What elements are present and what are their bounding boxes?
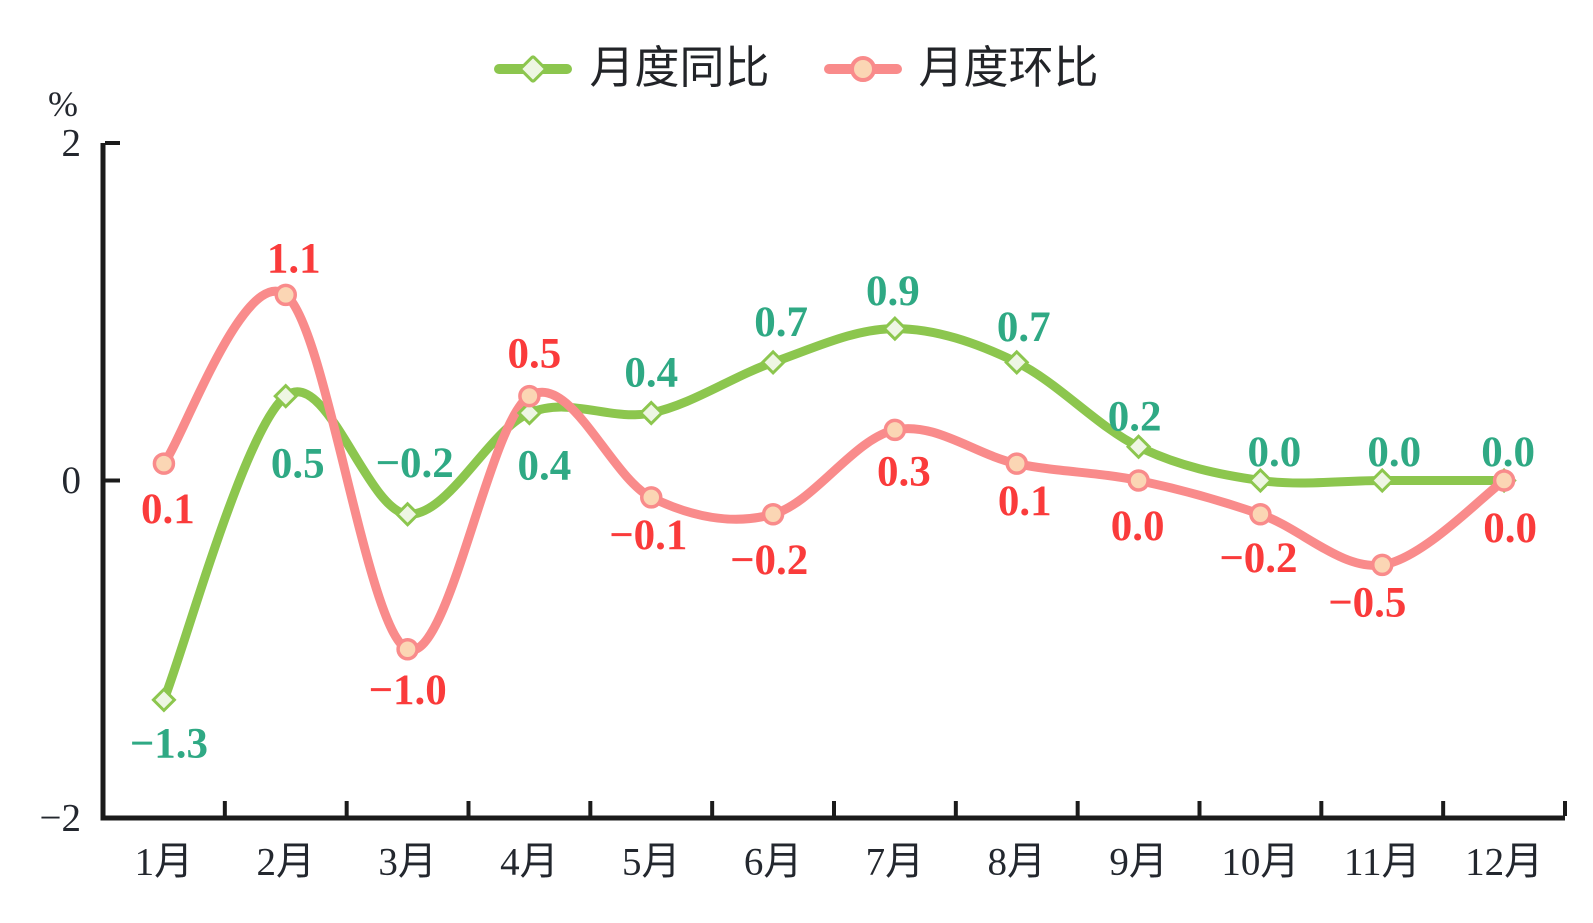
data-point-marker: [396, 638, 419, 661]
data-point-marker: [1492, 469, 1516, 492]
data-point-marker: [1249, 503, 1272, 526]
data-point-marker: [516, 400, 543, 426]
value-label: 0.0: [1111, 503, 1165, 550]
legend-label-yoy: 月度同比: [589, 43, 770, 93]
data-point-marker: [882, 316, 908, 342]
y-axis-unit-label: %: [48, 84, 78, 124]
value-label: 0.4: [624, 350, 678, 397]
value-label: 0.1: [998, 478, 1052, 525]
value-label: 0.5: [271, 441, 325, 488]
value-label: −0.5: [1328, 579, 1406, 626]
x-axis-label: 9月: [1109, 841, 1168, 884]
line-diamond-swatch-icon: [494, 52, 573, 86]
data-point-marker: [152, 452, 176, 475]
value-label: −0.2: [375, 440, 453, 487]
value-label: −1.3: [130, 720, 208, 767]
x-axis-label: 3月: [378, 841, 437, 884]
data-point-marker: [638, 400, 664, 426]
data-point-marker: [518, 384, 541, 408]
x-axis-label: 11月: [1344, 841, 1421, 884]
value-label: −1.0: [368, 667, 446, 714]
data-point-marker: [1125, 434, 1152, 460]
x-axis-label: 10月: [1221, 841, 1299, 884]
value-label: 0.0: [1367, 429, 1421, 476]
value-label: −0.1: [609, 512, 687, 559]
x-axis-label: 12月: [1465, 841, 1543, 884]
data-point-marker: [274, 283, 297, 307]
x-axis-label: 2月: [256, 841, 315, 884]
value-label: −0.2: [730, 537, 808, 584]
value-label: 0.2: [1108, 393, 1162, 440]
data-point-marker: [1369, 467, 1395, 494]
data-point-marker: [1127, 469, 1150, 492]
series-line-0: [159, 324, 1509, 705]
value-label: −0.2: [1219, 535, 1297, 582]
data-point-marker: [1005, 452, 1028, 475]
legend-label-mom: 月度环比: [918, 43, 1099, 93]
value-label: 0.5: [508, 331, 562, 378]
data-point-marker: [1371, 553, 1394, 577]
legend-item-monthly-yoy: 月度同比: [494, 43, 770, 93]
value-label: 0.0: [1483, 505, 1537, 552]
y-axis-label: −2: [40, 797, 82, 840]
value-label: 0.3: [877, 448, 931, 495]
y-axis-label: 2: [62, 122, 82, 165]
legend-item-monthly-mom: 月度环比: [823, 43, 1099, 93]
y-axis-label: 0: [62, 459, 82, 502]
data-point-marker: [640, 486, 663, 509]
data-point-marker: [883, 418, 907, 442]
value-label: 0.0: [1481, 429, 1535, 476]
value-label: 0.7: [997, 304, 1051, 351]
value-label: 1.1: [267, 235, 321, 282]
data-point-marker: [394, 501, 421, 527]
axis-line: [100, 143, 1565, 821]
x-axis-label: 5月: [622, 841, 681, 884]
x-axis-label: 8月: [987, 841, 1046, 884]
data-point-marker: [273, 383, 299, 409]
value-label: 0.7: [754, 299, 808, 346]
x-axis-label: 1月: [135, 841, 194, 884]
value-label: 0.9: [866, 268, 920, 315]
x-axis-label: 4月: [500, 841, 559, 884]
data-point-marker: [1247, 467, 1274, 494]
data-point-marker: [761, 503, 785, 526]
data-point-marker: [1004, 349, 1030, 375]
x-axis-label: 7月: [866, 841, 925, 884]
value-label: 0.0: [1248, 429, 1302, 476]
value-label: 0.1: [141, 486, 195, 533]
data-point-marker: [151, 687, 177, 713]
x-axis-label: 6月: [744, 841, 803, 884]
data-point-marker: [760, 349, 786, 375]
line-circle-swatch-icon: [823, 52, 902, 86]
circle-marker-icon: [849, 55, 876, 82]
value-label: 0.4: [518, 443, 572, 490]
legend: 月度同比 月度环比: [0, 46, 1593, 91]
diamond-marker-icon: [518, 53, 549, 84]
